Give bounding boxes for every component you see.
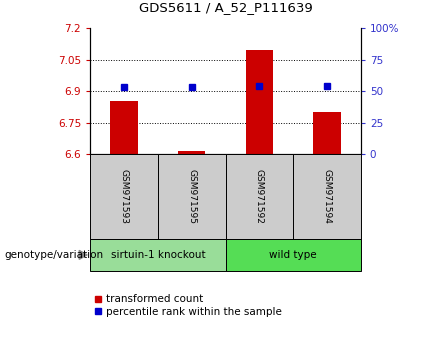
Text: GSM971593: GSM971593 bbox=[120, 169, 128, 224]
Text: genotype/variation: genotype/variation bbox=[4, 250, 103, 260]
Text: GSM971594: GSM971594 bbox=[323, 169, 331, 224]
Legend: transformed count, percentile rank within the sample: transformed count, percentile rank withi… bbox=[91, 290, 286, 321]
Text: GSM971592: GSM971592 bbox=[255, 169, 264, 224]
Bar bbox=[246, 50, 273, 154]
Bar bbox=[110, 101, 138, 154]
Text: GDS5611 / A_52_P111639: GDS5611 / A_52_P111639 bbox=[139, 1, 312, 14]
Bar bbox=[313, 112, 341, 154]
Text: sirtuin-1 knockout: sirtuin-1 knockout bbox=[110, 250, 205, 260]
Text: wild type: wild type bbox=[269, 250, 317, 260]
Bar bbox=[178, 151, 205, 154]
Text: GSM971595: GSM971595 bbox=[187, 169, 196, 224]
